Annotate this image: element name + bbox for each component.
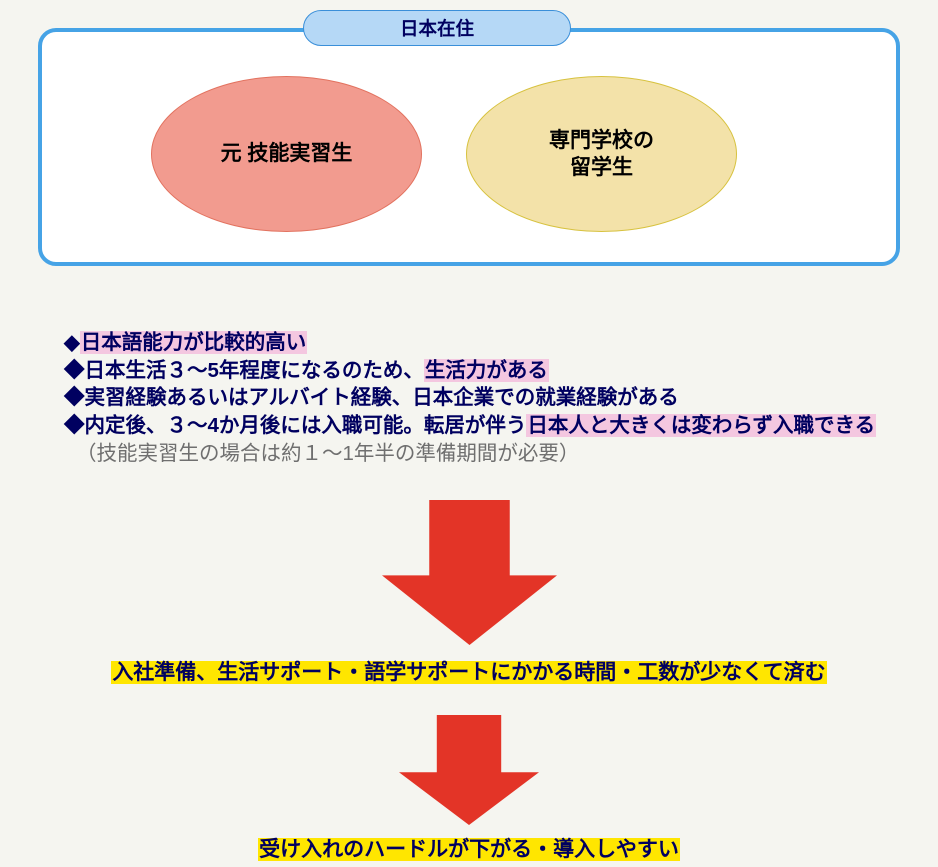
bullet-2: ◆日本生活３～5年程度になるのため、生活力がある xyxy=(64,357,904,385)
bullet-2-highlight: 生活力がある xyxy=(424,359,549,382)
bullet-2-prefix: ◆日本生活３～5年程度になるのため、 xyxy=(64,359,424,382)
arrow-down-icon xyxy=(382,500,557,645)
bullet-4-prefix: ◆内定後、３～4か月後には入職可能。転居が伴う xyxy=(64,414,526,437)
conclusion-1-row: 入社準備、生活サポート・語学サポートにかかる時間・工数が少なくて済む xyxy=(0,656,938,686)
bullet-3-text: ◆実習経験あるいはアルバイト経験、日本企業での就業経験がある xyxy=(64,386,679,409)
ellipse-right-line1: 専門学校の xyxy=(549,127,654,154)
ellipse-former-trainee: 元 技能実習生 xyxy=(151,76,422,232)
arrow-down-icon xyxy=(399,715,539,825)
arrow-down-1 xyxy=(0,500,938,650)
bullet-4-highlight: 日本人と大きくは変わらず入職できる xyxy=(526,414,876,437)
conclusion-2-row: 受け入れのハードルが下がる・導入しやすい xyxy=(0,833,938,863)
arrow-down-2 xyxy=(0,715,938,830)
bullet-1-highlight: 日本語能力が比較的高い xyxy=(80,331,308,354)
bullet-1-prefix: ◆ xyxy=(64,331,80,354)
conclusion-1-text: 入社準備、生活サポート・語学サポートにかかる時間・工数が少なくて済む xyxy=(111,661,826,684)
header-title: 日本在住 xyxy=(400,15,474,41)
ellipse-vocational-student: 専門学校の 留学生 xyxy=(466,76,737,232)
bullet-3: ◆実習経験あるいはアルバイト経験、日本企業での就業経験がある xyxy=(64,384,904,412)
bullet-note: （技能実習生の場合は約１～1年半の準備期間が必要） xyxy=(76,440,904,468)
ellipse-left-label: 元 技能実習生 xyxy=(221,140,353,167)
bullet-list: ◆日本語能力が比較的高い ◆日本生活３～5年程度になるのため、生活力がある ◆実… xyxy=(64,329,904,467)
bullet-1: ◆日本語能力が比較的高い xyxy=(64,329,904,357)
bullet-4: ◆内定後、３～4か月後には入職可能。転居が伴う日本人と大きくは変わらず入職できる xyxy=(64,412,904,440)
ellipse-right-line2: 留学生 xyxy=(570,154,633,181)
conclusion-2-text: 受け入れのハードルが下がる・導入しやすい xyxy=(258,838,680,861)
header-pill: 日本在住 xyxy=(303,10,571,46)
